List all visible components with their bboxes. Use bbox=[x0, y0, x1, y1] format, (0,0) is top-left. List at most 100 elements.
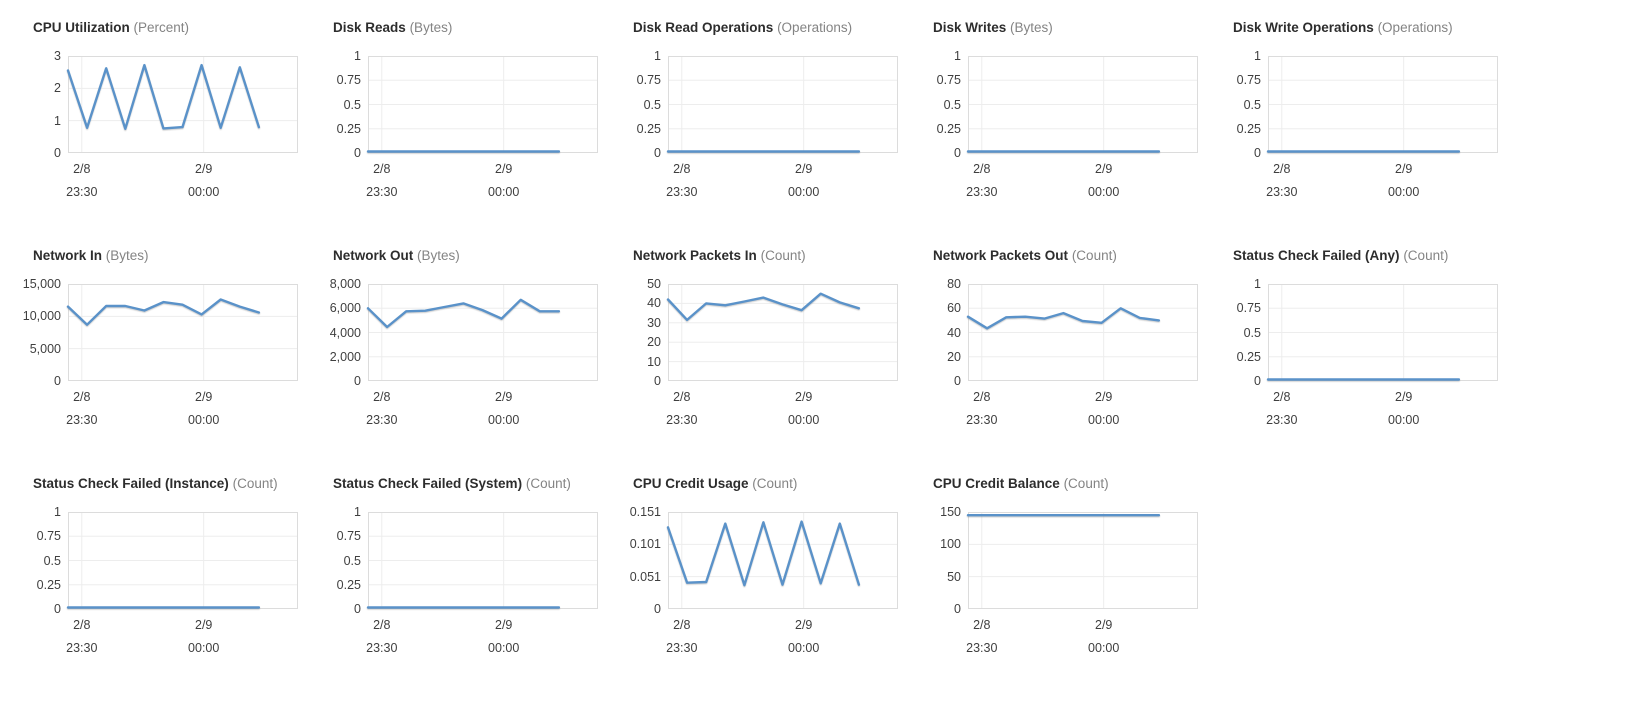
chart-plot[interactable] bbox=[1266, 56, 1498, 153]
x-tick-date: 2/8 bbox=[673, 390, 691, 404]
chart-plot[interactable] bbox=[1266, 284, 1498, 381]
y-tick-label: 2 bbox=[54, 81, 61, 96]
chart-plot[interactable] bbox=[966, 284, 1198, 381]
chart-unit-text: (Percent) bbox=[133, 20, 190, 35]
chart-title-text: CPU Credit Balance bbox=[933, 476, 1060, 491]
chart-plot[interactable] bbox=[366, 284, 598, 381]
x-tick-time: 00:00 bbox=[788, 413, 820, 427]
x-tick-date: 2/8 bbox=[973, 618, 991, 632]
y-tick-label: 0.25 bbox=[1236, 121, 1261, 136]
y-tick-label: 15,000 bbox=[22, 277, 61, 291]
x-axis: 2/8 23:30 2/9 00:00 bbox=[666, 609, 898, 655]
chart-unit-text: (Count) bbox=[1403, 248, 1449, 263]
metric-chart-network-out[interactable]: Network Out (Bytes) 8,000 6,000 4,000 2,000 0… bbox=[308, 248, 608, 476]
x-tick-time: 23:30 bbox=[66, 185, 98, 199]
chart-unit-text: (Count) bbox=[525, 476, 571, 491]
y-axis: 3 2 1 0 bbox=[8, 49, 68, 160]
chart-title-text: Disk Write Operations bbox=[1233, 20, 1374, 35]
chart-plot[interactable] bbox=[66, 56, 298, 153]
y-tick-label: 0.5 bbox=[643, 97, 661, 112]
metric-chart-cpu-credit-balance[interactable]: CPU Credit Balance (Count) 150 100 50 0 2/8 23… bbox=[908, 476, 1208, 704]
y-tick-label: 8,000 bbox=[329, 277, 361, 291]
y-tick-label: 0.75 bbox=[336, 73, 361, 88]
x-axis: 2/8 23:30 2/9 00:00 bbox=[66, 153, 298, 199]
y-axis: 80 60 40 20 0 bbox=[908, 277, 968, 388]
y-axis: 1 0.75 0.5 0.25 0 bbox=[8, 505, 68, 616]
y-tick-label: 50 bbox=[647, 277, 661, 291]
x-tick-time: 00:00 bbox=[1388, 185, 1420, 199]
chart-plot[interactable] bbox=[666, 284, 898, 381]
metric-chart-network-in[interactable]: Network In (Bytes) 15,000 10,000 5,000 0 2/8 2… bbox=[8, 248, 308, 476]
chart-plot[interactable] bbox=[66, 284, 298, 381]
metric-chart-status-check-failed-system[interactable]: Status Check Failed (System) (Count) 1 0.7… bbox=[308, 476, 608, 704]
x-axis: 2/8 23:30 2/9 00:00 bbox=[666, 381, 898, 427]
metric-line bbox=[66, 298, 261, 326]
y-tick-label: 10,000 bbox=[22, 309, 61, 324]
x-tick-time: 23:30 bbox=[966, 185, 998, 199]
y-tick-label: 40 bbox=[947, 325, 961, 340]
x-axis: 2/8 23:30 2/9 00:00 bbox=[966, 153, 1198, 199]
y-tick-label: 0.25 bbox=[336, 121, 361, 136]
x-tick-date: 2/9 bbox=[794, 618, 813, 632]
x-axis: 2/8 23:30 2/9 00:00 bbox=[666, 153, 898, 199]
chart-plot[interactable] bbox=[666, 512, 898, 609]
x-tick-date: 2/9 bbox=[494, 390, 513, 404]
metric-chart-disk-write-operations[interactable]: Disk Write Operations (Operations) 1 0.75 0… bbox=[1208, 20, 1508, 248]
metric-chart-cpu-utilization[interactable]: CPU Utilization (Percent) 3 2 1 0 2/8 23:30 2/9… bbox=[8, 20, 308, 248]
y-tick-label: 0.5 bbox=[343, 553, 361, 568]
x-tick-date: 2/8 bbox=[973, 162, 991, 176]
metric-chart-disk-read-operations[interactable]: Disk Read Operations (Operations) 1 0.75 0.… bbox=[608, 20, 908, 248]
x-axis: 2/8 23:30 2/9 00:00 bbox=[366, 381, 598, 427]
y-tick-label: 0 bbox=[354, 374, 361, 388]
y-tick-label: 4,000 bbox=[329, 325, 361, 340]
x-tick-date: 2/9 bbox=[194, 390, 213, 404]
y-tick-label: 6,000 bbox=[329, 301, 361, 316]
chart-plot[interactable] bbox=[366, 56, 598, 153]
y-tick-label: 0 bbox=[354, 602, 361, 616]
x-tick-date: 2/8 bbox=[373, 618, 391, 632]
x-tick-time: 00:00 bbox=[488, 185, 520, 199]
chart-plot[interactable] bbox=[966, 512, 1198, 609]
chart-plot[interactable] bbox=[366, 512, 598, 609]
y-tick-label: 50 bbox=[947, 569, 961, 584]
metric-chart-cpu-credit-usage[interactable]: CPU Credit Usage (Count) 0.151 0.101 0.051 0… bbox=[608, 476, 908, 704]
y-axis: 50 40 30 20 10 0 bbox=[608, 277, 668, 388]
chart-plot[interactable] bbox=[966, 56, 1198, 153]
y-axis: 1 0.75 0.5 0.25 0 bbox=[908, 49, 968, 160]
x-tick-time: 00:00 bbox=[1088, 185, 1120, 199]
x-tick-time: 00:00 bbox=[488, 413, 520, 427]
x-tick-time: 23:30 bbox=[966, 413, 998, 427]
metric-chart-status-check-failed-instance[interactable]: Status Check Failed (Instance) (Count) 1 0… bbox=[8, 476, 308, 704]
y-tick-label: 0.75 bbox=[36, 529, 61, 544]
metric-chart-disk-reads[interactable]: Disk Reads (Bytes) 1 0.75 0.5 0.25 0 2/8 23:30 2… bbox=[308, 20, 608, 248]
x-tick-date: 2/8 bbox=[373, 390, 391, 404]
chart-unit-text: (Operations) bbox=[777, 20, 853, 35]
y-tick-label: 1 bbox=[54, 113, 61, 128]
x-tick-date: 2/8 bbox=[73, 162, 91, 176]
chart-plot[interactable] bbox=[666, 56, 898, 153]
x-tick-time: 23:30 bbox=[66, 413, 98, 427]
x-tick-date: 2/8 bbox=[1273, 390, 1291, 404]
chart-unit-text: (Count) bbox=[760, 248, 806, 263]
x-tick-date: 2/8 bbox=[973, 390, 991, 404]
x-axis: 2/8 23:30 2/9 00:00 bbox=[966, 609, 1198, 655]
y-tick-label: 60 bbox=[947, 301, 961, 316]
metric-chart-status-check-failed-any[interactable]: Status Check Failed (Any) (Count) 1 0.75 0.… bbox=[1208, 248, 1508, 476]
metric-chart-network-packets-out[interactable]: Network Packets Out (Count) 80 60 40 20 0 2/8 2… bbox=[908, 248, 1208, 476]
chart-title: Network In (Bytes) bbox=[8, 248, 308, 264]
x-axis: 2/8 23:30 2/9 00:00 bbox=[1266, 381, 1498, 427]
metric-chart-network-packets-in[interactable]: Network Packets In (Count) 50 40 30 20 10 0 2/8… bbox=[608, 248, 908, 476]
chart-unit-text: (Count) bbox=[1071, 248, 1117, 263]
x-axis: 2/8 23:30 2/9 00:00 bbox=[66, 609, 298, 655]
y-axis: 1 0.75 0.5 0.25 0 bbox=[1208, 277, 1268, 388]
chart-plot[interactable] bbox=[66, 512, 298, 609]
x-tick-time: 00:00 bbox=[488, 641, 520, 655]
chart-title-text: Disk Reads bbox=[333, 20, 406, 35]
y-tick-label: 0.75 bbox=[1236, 301, 1261, 316]
y-axis: 1 0.75 0.5 0.25 0 bbox=[608, 49, 668, 160]
x-tick-time: 23:30 bbox=[366, 413, 398, 427]
chart-title: CPU Credit Usage (Count) bbox=[608, 476, 908, 492]
chart-title-text: CPU Utilization bbox=[33, 20, 130, 35]
metric-chart-disk-writes[interactable]: Disk Writes (Bytes) 1 0.75 0.5 0.25 0 2/8 23:30… bbox=[908, 20, 1208, 248]
